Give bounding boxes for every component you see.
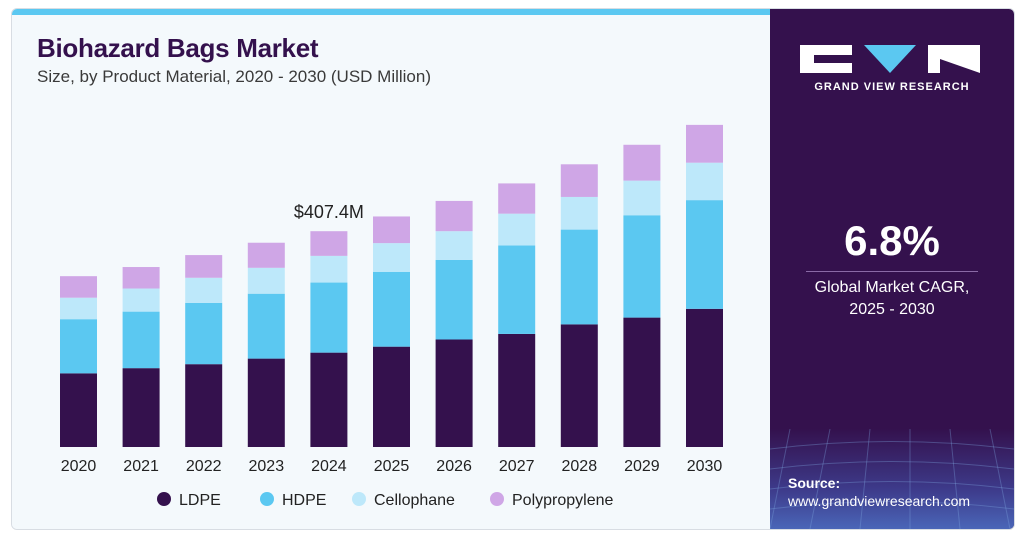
bar-ldpe-2029 (623, 317, 661, 447)
x-tick-label: 2027 (499, 458, 535, 475)
bar-polypropylene-2023 (247, 242, 285, 268)
bar-hdpe-2027 (498, 245, 536, 334)
bar-polypropylene-2027 (498, 183, 536, 214)
bar-polypropylene-2024 (310, 231, 348, 256)
stacked-bar-chart: 2020 2021 2022 2023 2024 $407.4M 2025 2026 2027 2… (60, 124, 723, 509)
bar-hdpe-2030 (686, 200, 723, 309)
bar-hdpe-2020 (60, 319, 97, 374)
legend-label-ldpe: LDPE (179, 492, 221, 509)
x-tick-label: 2025 (374, 458, 410, 475)
accent-bar (12, 9, 770, 15)
bar-cellophane-2025 (373, 243, 410, 272)
bar-polypropylene-2029 (623, 144, 661, 181)
bar-cellophane-2029 (623, 180, 661, 216)
bar-cellophane-2028 (560, 196, 598, 230)
x-tick-label: 2029 (624, 458, 660, 475)
legend-label-hdpe: HDPE (282, 492, 326, 509)
x-tick-label: 2021 (123, 458, 159, 475)
x-tick-label: 2026 (436, 458, 472, 475)
bar-cellophane-2027 (498, 213, 536, 246)
bar-polypropylene-2028 (560, 164, 598, 197)
bar-hdpe-2022 (185, 302, 223, 365)
legend-label-cellophane: Cellophane (374, 492, 455, 509)
legend-marker-polypropylene (490, 492, 504, 506)
bar-hdpe-2029 (623, 215, 661, 318)
brand-name: GRAND VIEW RESEARCH (814, 81, 970, 93)
cagr-value: 6.8% (844, 217, 940, 264)
bar-ldpe-2022 (185, 364, 223, 447)
bar-ldpe-2025 (373, 346, 410, 447)
legend-marker-hdpe (260, 492, 274, 506)
chart-title: Biohazard Bags Market (37, 33, 319, 63)
bar-hdpe-2025 (373, 271, 410, 347)
bar-polypropylene-2022 (185, 255, 223, 278)
cagr-label-line2: 2025 - 2030 (849, 301, 935, 318)
bar-cellophane-2021 (122, 288, 160, 312)
sidebar: GRAND VIEW RESEARCH 6.8% Global Market C… (770, 9, 1014, 529)
grid-pattern (770, 429, 1014, 529)
bar-polypropylene-2025 (373, 216, 410, 244)
decorative-grid (770, 429, 1014, 529)
cagr-label-line1: Global Market CAGR, (814, 279, 970, 296)
x-tick-label: 2030 (687, 458, 723, 475)
bar-ldpe-2020 (60, 373, 97, 447)
legend-marker-ldpe (157, 492, 171, 506)
data-label-annotation: $407.4M (294, 202, 364, 222)
bar-hdpe-2021 (122, 311, 160, 369)
bar-cellophane-2022 (185, 277, 223, 303)
legend-marker-cellophane (352, 492, 366, 506)
bar-cellophane-2030 (686, 162, 723, 201)
bar-hdpe-2026 (435, 259, 473, 340)
bar-ldpe-2028 (560, 324, 598, 447)
bar-ldpe-2021 (122, 368, 160, 447)
bar-hdpe-2024 (310, 282, 348, 353)
x-tick-label: 2020 (61, 458, 97, 475)
x-tick-label: 2024 (311, 458, 347, 475)
bar-polypropylene-2021 (122, 267, 160, 289)
source-label: Source: (788, 475, 841, 491)
brand-logo (800, 45, 980, 73)
x-tick-label: 2023 (249, 458, 285, 475)
bar-polypropylene-2030 (686, 124, 723, 163)
legend-label-polypropylene: Polypropylene (512, 492, 614, 509)
source-url[interactable]: www.grandviewresearch.com (788, 493, 971, 509)
x-tick-label: 2022 (186, 458, 222, 475)
bar-ldpe-2027 (498, 333, 536, 447)
chart-subtitle: Size, by Product Material, 2020 - 2030 (… (37, 67, 431, 86)
infographic-card: Biohazard Bags Market Size, by Product M… (11, 8, 1015, 530)
cagr-label: Global Market CAGR, 2025 - 2030 (770, 277, 1014, 321)
bar-polypropylene-2026 (435, 200, 473, 232)
divider (806, 271, 978, 272)
bar-polypropylene-2020 (60, 276, 97, 298)
bar-hdpe-2023 (247, 293, 285, 359)
bar-cellophane-2026 (435, 231, 473, 260)
bar-ldpe-2030 (686, 308, 723, 447)
bar-cellophane-2020 (60, 297, 97, 320)
bar-cellophane-2024 (310, 255, 348, 283)
bar-hdpe-2028 (560, 229, 598, 325)
bar-ldpe-2026 (435, 339, 473, 447)
x-tick-label: 2028 (562, 458, 598, 475)
bar-ldpe-2023 (247, 358, 285, 447)
bar-ldpe-2024 (310, 352, 348, 447)
bar-cellophane-2023 (247, 267, 285, 294)
